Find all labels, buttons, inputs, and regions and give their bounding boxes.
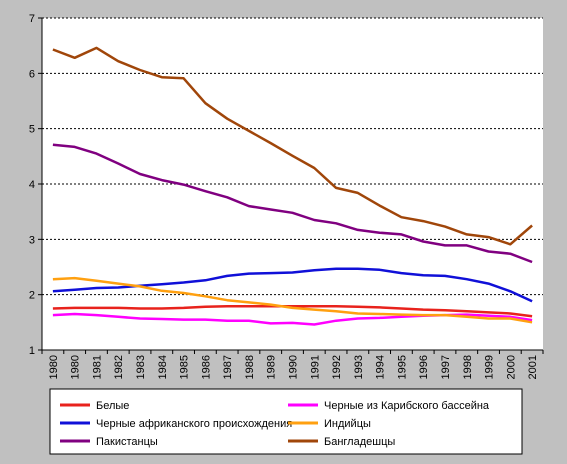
y-tick-label: 4 <box>29 179 35 191</box>
x-tick-label: 1990 <box>288 355 300 379</box>
x-tick-label: 1984 <box>157 355 169 379</box>
legend-box <box>49 388 523 455</box>
y-tick-label: 5 <box>29 124 35 136</box>
x-tick-label: 1993 <box>353 355 365 379</box>
legend: Белые Черные из Карибского бассейна Черные… <box>60 400 490 448</box>
grid <box>38 17 543 351</box>
x-tick-label: 1986 <box>200 355 212 379</box>
legend-label: Черные из Карибского бассейна <box>324 400 490 412</box>
series-line <box>52 276 533 324</box>
x-tick-label: 1999 <box>484 355 496 379</box>
x-tick-label: 1983 <box>135 355 147 379</box>
x-tick-label: 1988 <box>244 355 256 379</box>
x-tick-label: 1987 <box>222 355 234 379</box>
series-line <box>52 46 533 246</box>
series-line <box>52 143 533 264</box>
x-tick-label: 1996 <box>418 355 430 379</box>
x-tick-label: 1997 <box>440 355 452 379</box>
legend-label: Бангладешцы <box>324 436 395 448</box>
y-tick-label: 2 <box>29 290 35 302</box>
x-tick-label: 1994 <box>375 355 387 379</box>
y-tick-labels: 1 2 3 4 5 6 7 <box>29 13 35 357</box>
legend-label: Пакистанцы <box>96 436 158 448</box>
x-tick-label: 1995 <box>396 355 408 379</box>
legend-label: Индийцы <box>324 418 371 430</box>
x-tick-label: 1992 <box>331 355 343 379</box>
y-tick-label: 6 <box>29 68 35 80</box>
x-tick-label: 2000 <box>505 355 517 379</box>
x-tick-label: 1998 <box>462 355 474 379</box>
y-tick-label: 7 <box>29 13 35 25</box>
x-tick-label: 1985 <box>179 355 191 379</box>
series-line <box>52 305 533 318</box>
series-lines <box>52 46 533 326</box>
y-tick-label: 3 <box>29 234 35 246</box>
x-tick-label: 2001 <box>527 355 539 379</box>
legend-label: Белые <box>96 400 129 412</box>
x-tick-label: 1981 <box>91 355 103 379</box>
x-tick-label: 1989 <box>266 355 278 379</box>
x-tick-label: 1982 <box>113 355 125 379</box>
x-tick-label: 1991 <box>309 355 321 379</box>
y-tick-label: 1 <box>29 345 35 357</box>
legend-label: Черные африканского происхождения <box>96 418 292 430</box>
x-tick-label: 1980 <box>70 355 82 379</box>
x-tick-labels: 1980 1980 1981 1982 1983 1984 1985 1986 1987 1988… <box>41 350 544 379</box>
x-tick-label: 1980 <box>48 355 60 379</box>
